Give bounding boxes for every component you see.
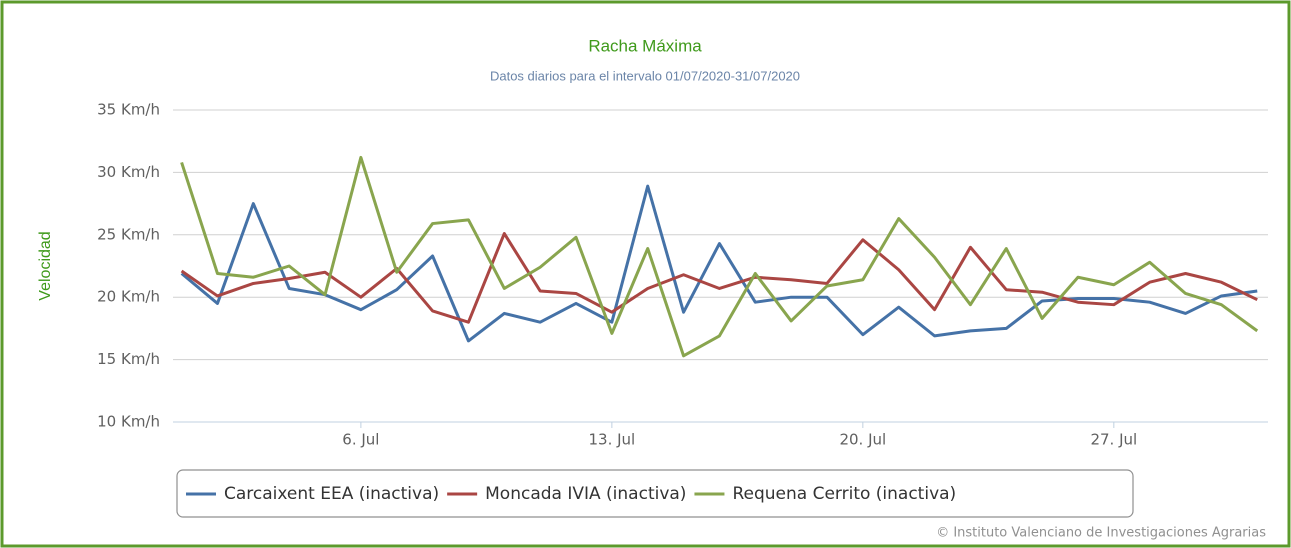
y-tick-label: 30 Km/h bbox=[97, 163, 160, 181]
chart-title: Racha Máxima bbox=[588, 36, 702, 55]
chart-subtitle: Datos diarios para el intervalo 01/07/20… bbox=[490, 68, 800, 83]
y-tick-label: 20 Km/h bbox=[97, 288, 160, 306]
y-tick-label: 10 Km/h bbox=[97, 413, 160, 431]
credits: © Instituto Valenciano de Investigacione… bbox=[936, 526, 1266, 541]
y-axis-title: Velocidad bbox=[37, 231, 54, 300]
y-tick-label: 25 Km/h bbox=[97, 225, 160, 243]
legend-item[interactable]: Requena Cerrito (inactiva) bbox=[732, 484, 956, 504]
y-tick-label: 15 Km/h bbox=[97, 350, 160, 368]
legend-item[interactable]: Carcaixent EEA (inactiva) bbox=[224, 484, 439, 504]
legend-box bbox=[176, 469, 1134, 518]
series-line bbox=[180, 232, 1258, 324]
legend-item[interactable]: Moncada IVIA (inactiva) bbox=[485, 484, 686, 504]
x-tick-label: 20. Jul bbox=[839, 431, 886, 449]
series-line bbox=[180, 184, 1258, 343]
y-tick-label: 35 Km/h bbox=[97, 101, 160, 119]
series-line bbox=[180, 155, 1259, 358]
x-tick-label: 13. Jul bbox=[588, 431, 635, 449]
x-tick-label: 27. Jul bbox=[1090, 431, 1137, 449]
x-tick-label: 6. Jul bbox=[342, 431, 379, 449]
